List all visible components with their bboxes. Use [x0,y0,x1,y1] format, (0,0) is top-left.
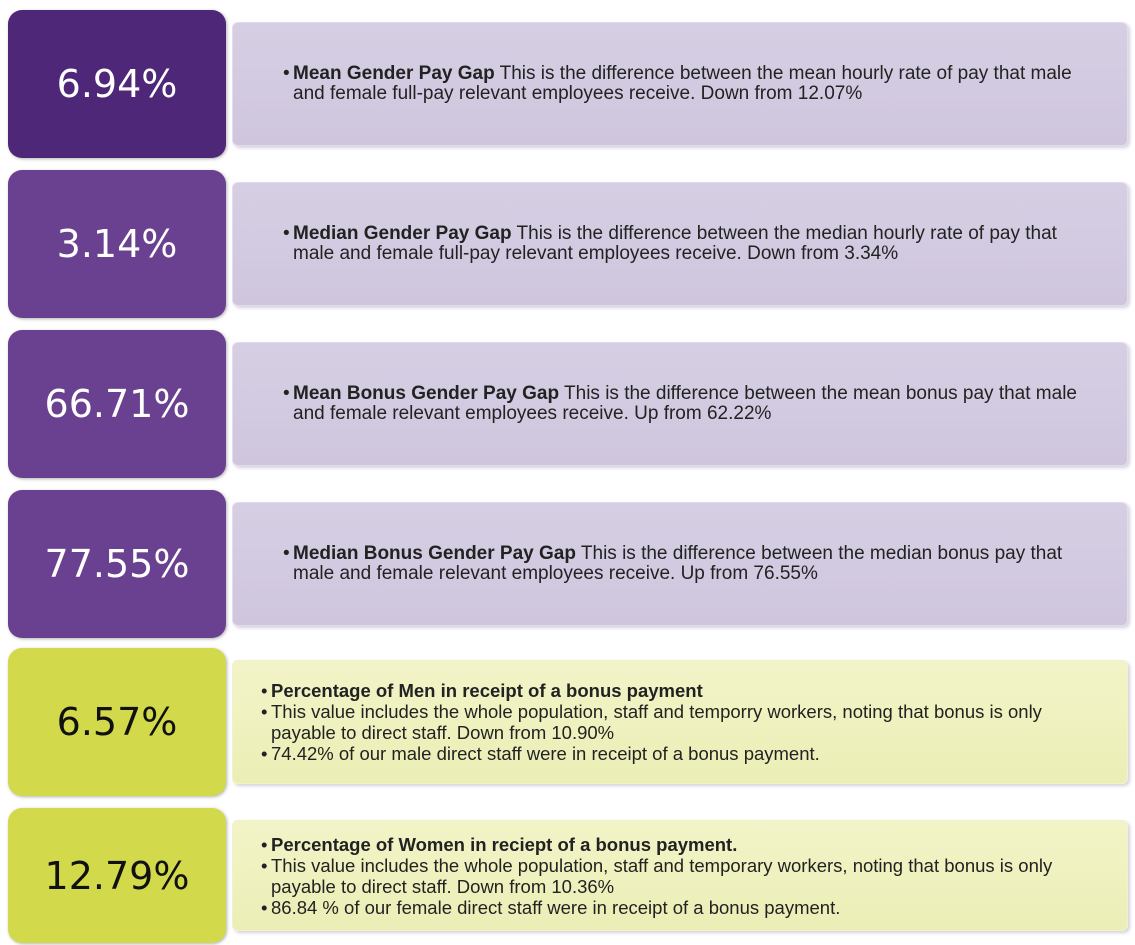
bullet-text: This value includes the whole population… [271,854,1053,897]
bullet-item: Percentage of Women in reciept of a bonu… [261,834,1091,855]
bullet-text: 74.42% of our male direct staff were in … [271,743,820,764]
stat-value: 3.14% [8,170,226,318]
bullet-item: Mean Gender Pay Gap This is the differen… [283,64,1083,104]
description-panel: Percentage of Men in receipt of a bonus … [232,660,1128,784]
bullet-heading: Mean Gender Pay Gap [293,63,495,84]
stat-row: Percentage of Women in reciept of a bonu… [0,808,1135,943]
bullet-heading: Mean Bonus Gender Pay Gap [293,383,560,404]
description-panel: Median Bonus Gender Pay Gap This is the … [232,502,1128,626]
bullet-heading: Percentage of Women in reciept of a bonu… [271,833,738,855]
bullet-item: Percentage of Men in receipt of a bonus … [261,680,1091,701]
stat-row: Mean Bonus Gender Pay Gap This is the di… [0,330,1135,478]
bullet-text: This is the difference between the media… [293,543,1063,584]
bullet-item: 74.42% of our male direct staff were in … [261,743,1091,764]
stat-value: 12.79% [8,808,226,943]
bullet-text: This is the difference between the mean … [293,383,1077,424]
stat-value: 6.94% [8,10,226,158]
bullet-text: 86.84 % of our female direct staff were … [271,896,841,918]
description-panel: Percentage of Women in reciept of a bonu… [232,820,1128,931]
bullet-item: Median Bonus Gender Pay Gap This is the … [283,544,1083,584]
description-panel: Median Gender Pay Gap This is the differ… [232,182,1128,306]
bullet-item: This value includes the whole population… [261,855,1091,897]
bullet-heading: Median Bonus Gender Pay Gap [293,543,576,564]
bullet-item: This value includes the whole population… [261,701,1091,743]
stat-row: Median Bonus Gender Pay Gap This is the … [0,490,1135,638]
bullet-text: This value includes the whole population… [271,701,1042,743]
bullet-heading: Percentage of Men in receipt of a bonus … [271,680,703,701]
bullet-heading: Median Gender Pay Gap [293,223,512,244]
bullet-item: 86.84 % of our female direct staff were … [261,897,1091,918]
stat-value: 66.71% [8,330,226,478]
stat-row: Percentage of Men in receipt of a bonus … [0,648,1135,796]
stat-row: Median Gender Pay Gap This is the differ… [0,170,1135,318]
bullet-item: Mean Bonus Gender Pay Gap This is the di… [283,384,1083,424]
stat-value: 77.55% [8,490,226,638]
stat-value: 6.57% [8,648,226,796]
bullet-text: This is the difference between the mean … [293,63,1072,104]
bullet-text: This is the difference between the media… [293,223,1057,264]
stat-row: Mean Gender Pay Gap This is the differen… [0,10,1135,158]
bullet-item: Median Gender Pay Gap This is the differ… [283,224,1083,264]
description-panel: Mean Bonus Gender Pay Gap This is the di… [232,342,1128,466]
description-panel: Mean Gender Pay Gap This is the differen… [232,22,1128,146]
